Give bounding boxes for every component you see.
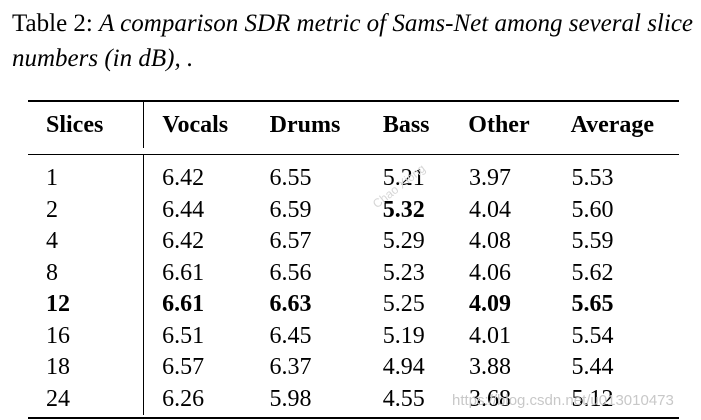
cell-drums: 6.37 [269, 354, 312, 380]
cell-average: 5.62 [571, 259, 614, 286]
cell-other: 3.88 [468, 354, 511, 380]
cell-other: 4.09 [468, 291, 511, 317]
cell-bass: 4.94 [382, 354, 425, 380]
sdr-results-body: 1 6.42 6.55 5.21 3.97 5.53 2 6.44 6.59 5.32 4.04 5.… [28, 155, 679, 415]
col-header-average: Average [570, 111, 655, 138]
cell-drums: 6.57 [269, 228, 312, 254]
cell-bass: 4.55 [382, 385, 425, 412]
cell-drums: 6.55 [269, 165, 312, 191]
cell-bass: 5.29 [382, 228, 425, 254]
cell-other: 3.68 [468, 385, 511, 412]
cell-slices: 8 [28, 257, 145, 289]
header-row: Slices Vocals Drums Bass Other Average [28, 102, 679, 148]
table-caption: Table 2: A comparison SDR metric of Sams… [12, 6, 697, 76]
cell-other: 3.97 [468, 165, 511, 191]
cell-vocals: 6.57 [162, 354, 205, 380]
caption-label: Table 2: [12, 10, 93, 37]
cell-average: 5.54 [571, 322, 614, 349]
bottom-rule [28, 417, 679, 419]
cell-vocals: 6.26 [162, 385, 205, 412]
col-header-vocals: Vocals [162, 111, 229, 138]
table-row: 1 6.42 6.55 5.21 3.97 5.53 [28, 155, 679, 195]
cell-slices: 18 [28, 352, 145, 384]
table-body: 1 6.42 6.55 5.21 3.97 5.53 2 6.44 6.59 5.32 4.04 5.… [28, 155, 679, 415]
cell-slices: 1 [28, 155, 145, 195]
cell-slices: 12 [28, 289, 145, 321]
cell-vocals: 6.42 [162, 165, 205, 191]
cell-average: 5.53 [571, 165, 614, 191]
table-row: 18 6.57 6.37 4.94 3.88 5.44 [28, 352, 679, 384]
cell-vocals: 6.42 [162, 228, 205, 254]
cell-other: 4.06 [468, 259, 511, 286]
footer-watermark: https://blog.csdn.net/u013010473 [452, 392, 674, 409]
cell-average: 5.44 [571, 354, 614, 380]
cell-drums: 5.98 [269, 385, 312, 412]
cell-average: 5.65 [571, 291, 614, 317]
col-header-other: Other [468, 111, 530, 138]
header-rule [28, 154, 679, 155]
table-row: 12 6.61 6.63 5.25 4.09 5.65 [28, 289, 679, 321]
cell-slices: 4 [28, 226, 145, 258]
cell-average: 5.59 [571, 228, 614, 254]
col-header-drums: Drums [269, 111, 341, 138]
cell-vocals: 6.61 [162, 291, 205, 317]
results-table-container: Slices Vocals Drums Bass Other Average 1… [28, 100, 679, 419]
cell-vocals: 6.61 [162, 259, 205, 286]
cell-bass: 5.21 [382, 165, 425, 191]
table-row: 2 6.44 6.59 5.32 4.04 5.60 [28, 194, 679, 226]
cell-average: 5.12 [571, 385, 614, 412]
table-row: 16 6.51 6.45 5.19 4.01 5.54 [28, 320, 679, 352]
cell-other: 4.04 [468, 196, 511, 223]
caption-text: A comparison SDR metric of Sams-Net amon… [12, 10, 694, 72]
table-row: 4 6.42 6.57 5.29 4.08 5.59 [28, 226, 679, 258]
cell-drums: 6.56 [269, 259, 312, 286]
table-header: Slices Vocals Drums Bass Other Average [28, 102, 679, 148]
col-header-slices: Slices [28, 102, 145, 148]
table-row: 8 6.61 6.56 5.23 4.06 5.62 [28, 257, 679, 289]
top-rule [28, 100, 679, 102]
sdr-results-table: Slices Vocals Drums Bass Other Average [28, 102, 679, 148]
cell-other: 4.01 [468, 322, 511, 349]
cell-vocals: 6.44 [162, 196, 205, 223]
cell-bass: 5.25 [382, 291, 425, 317]
cell-slices: 24 [28, 383, 145, 415]
cell-other: 4.08 [468, 228, 511, 254]
cell-slices: 16 [28, 320, 145, 352]
cell-bass: 5.32 [382, 196, 425, 223]
cell-drums: 6.45 [269, 322, 312, 349]
cell-bass: 5.19 [382, 322, 425, 349]
cell-bass: 5.23 [382, 259, 425, 286]
col-header-bass: Bass [382, 111, 430, 138]
cell-drums: 6.63 [269, 291, 312, 317]
cell-drums: 6.59 [269, 196, 312, 223]
cell-slices: 2 [28, 194, 145, 226]
cell-vocals: 6.51 [162, 322, 205, 349]
table-row: 24 6.26 5.98 4.55 3.68 5.12 [28, 383, 679, 415]
cell-average: 5.60 [571, 196, 614, 223]
